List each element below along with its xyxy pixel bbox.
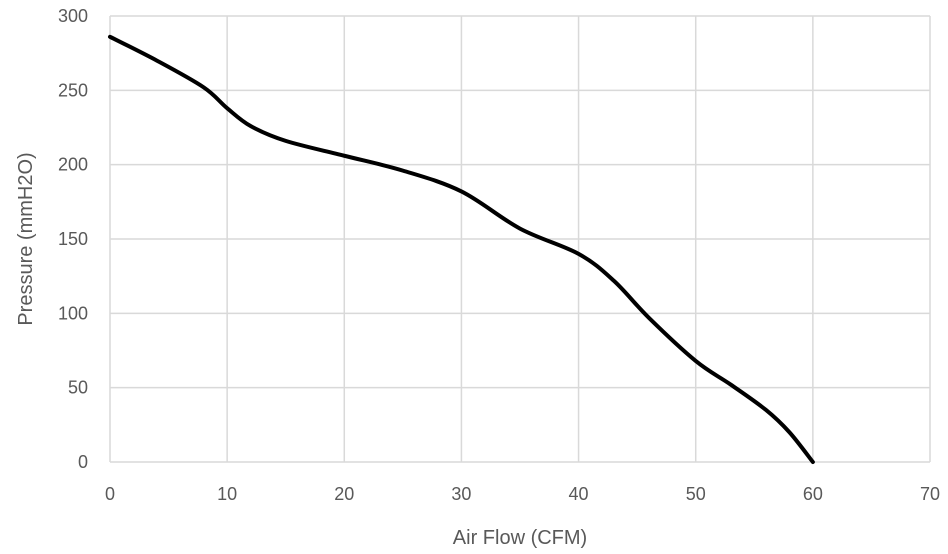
x-tick-label: 20 <box>334 484 354 504</box>
y-tick-label: 0 <box>78 452 88 472</box>
x-tick-label: 70 <box>920 484 940 504</box>
y-tick-label: 150 <box>58 229 88 249</box>
x-tick-label: 10 <box>217 484 237 504</box>
x-tick-label: 50 <box>686 484 706 504</box>
y-tick-label: 300 <box>58 6 88 26</box>
x-axis-ticks: 0 10 20 30 40 50 60 70 <box>105 484 940 504</box>
x-tick-label: 60 <box>803 484 823 504</box>
x-tick-label: 30 <box>451 484 471 504</box>
y-tick-label: 100 <box>58 303 88 323</box>
pressure-curve <box>108 34 815 464</box>
y-axis-ticks: 0 50 100 150 200 250 300 <box>58 6 88 472</box>
x-tick-label: 40 <box>569 484 589 504</box>
x-tick-label: 0 <box>105 484 115 504</box>
y-tick-label: 200 <box>58 155 88 175</box>
y-tick-label: 250 <box>58 80 88 100</box>
y-axis-label: Pressure (mmH2O) <box>15 152 37 325</box>
series-layer <box>108 34 815 464</box>
x-axis-label: Air Flow (CFM) <box>453 527 587 549</box>
grid <box>109 15 931 463</box>
y-tick-label: 50 <box>68 378 88 398</box>
